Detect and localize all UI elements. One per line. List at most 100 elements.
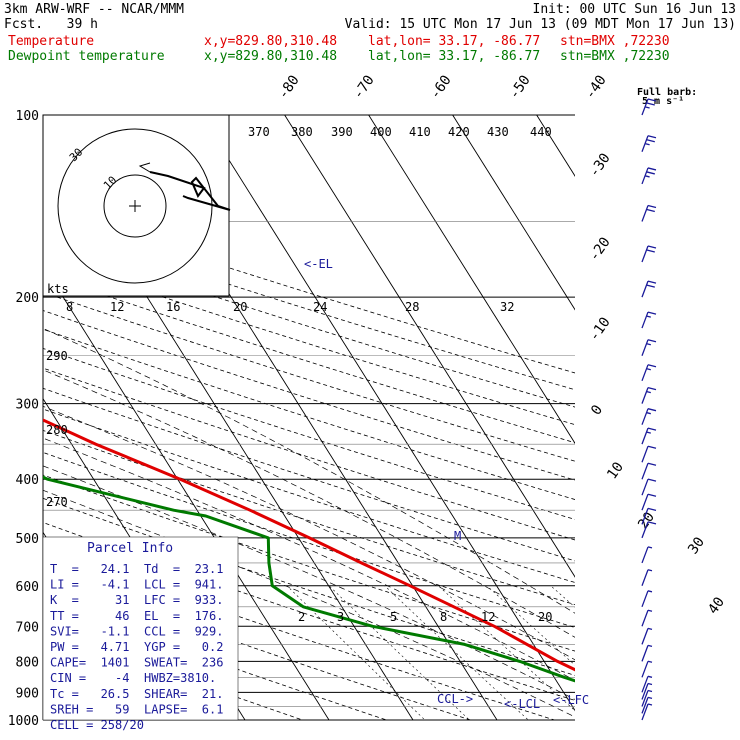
wind-barb bbox=[641, 478, 657, 496]
wind-barb bbox=[641, 682, 653, 700]
barb-staff bbox=[641, 364, 649, 382]
barb-half bbox=[647, 696, 653, 699]
theta-label: 380 bbox=[291, 125, 313, 139]
parcel-info-left: LI = -4.1 bbox=[50, 578, 129, 592]
valid-time: Valid: 15 UTC Mon 17 Jun 13 (09 MDT Mon … bbox=[344, 17, 736, 32]
pressure-tick-label: 800 bbox=[16, 655, 39, 670]
isotherm-label: -80 bbox=[275, 72, 303, 102]
barb-half bbox=[647, 682, 653, 686]
barb-half bbox=[646, 368, 651, 371]
dewpoint-profile bbox=[43, 475, 575, 683]
barb-staff bbox=[641, 280, 649, 298]
parcel-info-right: SWEAT= 236 bbox=[144, 656, 223, 670]
barb-flag bbox=[647, 204, 657, 209]
speed-label: 32 bbox=[500, 300, 514, 314]
isotherm-label: -10 bbox=[586, 314, 614, 344]
barb-staff bbox=[641, 610, 649, 627]
temperature-station: stn=BMX ,72230 bbox=[560, 34, 670, 49]
wind-barb bbox=[641, 675, 653, 693]
parcel-info-box bbox=[42, 536, 239, 721]
barb-staff bbox=[641, 676, 649, 693]
barb-half bbox=[647, 627, 653, 631]
model-title: 3km ARW-WRF -- NCAR/MMM bbox=[4, 2, 185, 17]
dry-adiabat bbox=[43, 328, 575, 500]
wind-barb bbox=[641, 462, 657, 480]
barb-half bbox=[647, 689, 653, 693]
parcel-info-right: LAPSE= 6.1 bbox=[144, 702, 223, 716]
isotherm-label: 30 bbox=[685, 534, 708, 557]
wind-barb bbox=[641, 408, 657, 425]
theta-label: 280 bbox=[46, 423, 68, 437]
wind-barb bbox=[641, 280, 657, 298]
lfc-label: <-LFC bbox=[553, 693, 589, 707]
dry-adiabat bbox=[43, 222, 575, 391]
barb-flag bbox=[646, 139, 655, 143]
barb-flag bbox=[647, 478, 657, 482]
full-barb-label: Full barb: bbox=[637, 87, 697, 98]
mixing-ratio-label: 3 bbox=[337, 610, 344, 624]
barb-staff bbox=[641, 167, 649, 185]
isotherm-label: -40 bbox=[582, 72, 610, 102]
dewpoint-latlon: lat,lon= 33.17, -86.77 bbox=[368, 49, 541, 64]
pressure-tick-label: 600 bbox=[16, 580, 39, 595]
isotherm bbox=[284, 115, 575, 578]
mixing-ratio-label: 2 bbox=[298, 610, 305, 624]
wind-barb bbox=[641, 644, 653, 662]
barb-flag bbox=[647, 387, 657, 391]
dry-adiabat bbox=[43, 310, 575, 481]
hodograph-units: kts bbox=[47, 282, 69, 296]
barb-flag bbox=[647, 462, 657, 466]
parcel-info-right: CCL = 929. bbox=[144, 624, 223, 638]
forecast-hour: Fcst. 39 h bbox=[4, 17, 98, 32]
pressure-tick-label: 1000 bbox=[8, 714, 39, 729]
wind-barb bbox=[641, 493, 657, 511]
dewpoint-xy: x,y=829.80,310.48 bbox=[204, 49, 338, 64]
barb-flag bbox=[647, 493, 657, 497]
ccl-label: CCL-> bbox=[437, 692, 473, 706]
m-label: M bbox=[454, 529, 461, 543]
barb-half bbox=[647, 644, 653, 648]
barb-flag bbox=[647, 245, 657, 249]
isotherm-label: 40 bbox=[705, 594, 728, 617]
wind-barb bbox=[641, 546, 653, 564]
barb-staff bbox=[641, 628, 649, 645]
wind-barb bbox=[641, 98, 657, 116]
wind-barb bbox=[641, 364, 657, 382]
barb-half bbox=[647, 609, 653, 612]
barb-staff bbox=[641, 569, 649, 587]
barb-staff bbox=[641, 446, 649, 463]
barb-flag bbox=[647, 280, 657, 284]
mixing-ratio-line bbox=[384, 585, 529, 720]
parcel-info-right: LFC = 933. bbox=[144, 593, 223, 607]
isotherm-label: -50 bbox=[506, 72, 534, 102]
wind-barb bbox=[641, 703, 653, 721]
isotherm-label: -60 bbox=[427, 72, 455, 102]
wind-barb bbox=[641, 609, 653, 627]
barb-half bbox=[645, 143, 650, 146]
parcel-info-left: T = 24.1 bbox=[50, 562, 129, 576]
parcel-info-left: PW = 4.71 bbox=[50, 640, 129, 654]
parcel-info-left: CELL = 258/20 bbox=[50, 718, 144, 732]
barb-flag bbox=[646, 249, 655, 253]
parcel-info-left: SREH = 59 bbox=[50, 702, 129, 716]
barb-staff bbox=[641, 493, 649, 511]
barb-flag bbox=[646, 102, 655, 106]
barb-half bbox=[647, 703, 653, 706]
barb-staff bbox=[641, 427, 649, 445]
barb-half bbox=[646, 343, 651, 346]
barb-half bbox=[646, 412, 651, 415]
barb-half bbox=[647, 660, 653, 663]
wind-barb bbox=[641, 445, 657, 463]
isotherm-label: -30 bbox=[586, 150, 614, 180]
isotherm-label: -70 bbox=[350, 72, 378, 102]
theta-label: 420 bbox=[448, 125, 470, 139]
speed-label: 8 bbox=[66, 300, 73, 314]
moist-adiabat bbox=[43, 328, 575, 614]
barb-flag bbox=[646, 284, 655, 288]
wind-barb bbox=[641, 507, 657, 525]
barb-staff bbox=[641, 245, 649, 263]
hodograph-trace bbox=[138, 162, 151, 173]
barb-staff bbox=[641, 521, 649, 539]
barb-staff bbox=[641, 205, 649, 222]
barb-flag bbox=[646, 171, 655, 175]
